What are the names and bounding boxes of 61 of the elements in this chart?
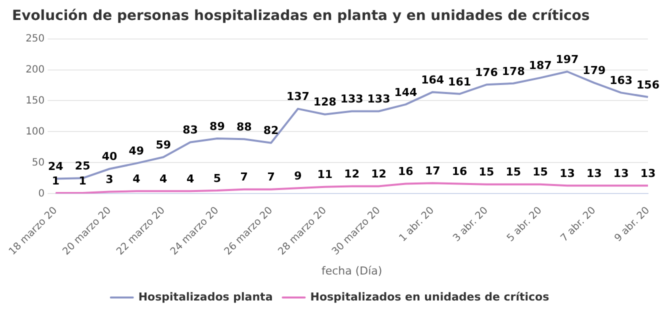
- legend-label: Hospitalizados en unidades de críticos: [310, 290, 550, 304]
- x-tick-label: 1 abr. 20: [397, 205, 437, 244]
- data-label: 7: [240, 170, 248, 184]
- data-label: 13: [560, 166, 575, 180]
- data-label: 163: [610, 74, 633, 88]
- data-label: 187: [528, 59, 552, 72]
- data-label: 133: [367, 92, 390, 106]
- data-label: 12: [344, 168, 360, 181]
- x-tick-label: 9 abr. 20: [612, 205, 652, 244]
- data-label: 1: [78, 174, 86, 188]
- data-label: 3: [106, 173, 114, 186]
- data-label: 5: [213, 172, 222, 185]
- data-label: 179: [582, 64, 606, 78]
- data-label: 9: [294, 169, 302, 182]
- data-label: 15: [532, 166, 548, 179]
- data-label: 156: [636, 78, 660, 92]
- x-tick-label: 7 abr. 20: [559, 205, 598, 244]
- y-tick-label: 200: [26, 64, 45, 76]
- data-label: 164: [421, 73, 444, 86]
- y-tick-label: 50: [32, 157, 45, 168]
- data-label: 7: [267, 170, 275, 184]
- data-label: 12: [371, 168, 386, 181]
- y-tick-label: 0: [38, 188, 45, 200]
- data-label: 176: [474, 66, 498, 79]
- data-label: 24: [48, 160, 64, 174]
- data-label: 49: [128, 144, 144, 158]
- data-label: 4: [160, 172, 168, 186]
- data-label: 178: [502, 64, 525, 78]
- data-label: 88: [236, 120, 252, 134]
- data-label: 25: [74, 160, 90, 173]
- data-label: 40: [102, 150, 118, 164]
- data-label: 161: [448, 75, 472, 88]
- data-label: 133: [340, 92, 364, 106]
- x-tick-label: 3 abr. 20: [451, 205, 490, 244]
- data-label: 4: [132, 172, 141, 186]
- data-label: 16: [398, 165, 414, 178]
- data-label: 1: [52, 174, 60, 188]
- data-label: 89: [210, 120, 225, 133]
- data-label: 16: [452, 165, 468, 178]
- data-label: 128: [313, 96, 336, 109]
- data-label: 13: [613, 166, 629, 180]
- y-tick-label: 100: [26, 126, 45, 138]
- data-label: 144: [394, 86, 418, 99]
- data-label: 59: [156, 138, 172, 152]
- data-label: 15: [506, 166, 522, 179]
- data-label: 137: [286, 90, 310, 104]
- data-label: 82: [263, 124, 279, 138]
- y-tick-label: 250: [26, 33, 45, 44]
- y-tick-label: 150: [26, 95, 45, 106]
- chart-title: Evolución de personas hospitalizadas en planta y en unidades de críticos: [12, 8, 590, 24]
- legend-label: Hospitalizados planta: [138, 290, 273, 304]
- x-axis-title: fecha (Día): [321, 264, 382, 278]
- data-label: 4: [186, 172, 194, 186]
- data-label: 11: [317, 168, 333, 182]
- data-label: 17: [424, 164, 440, 178]
- data-label: 83: [182, 124, 198, 137]
- data-label: 197: [556, 52, 579, 66]
- data-label: 13: [586, 166, 602, 180]
- data-label: 13: [640, 166, 656, 180]
- x-tick-label: 5 abr. 20: [505, 205, 544, 244]
- data-label: 15: [478, 166, 494, 179]
